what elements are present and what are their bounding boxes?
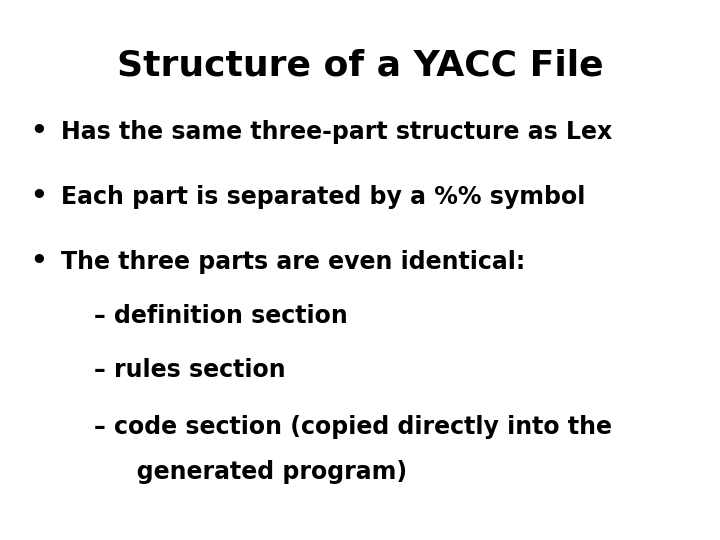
Text: •: • xyxy=(30,184,47,210)
Text: Each part is separated by a %% symbol: Each part is separated by a %% symbol xyxy=(61,185,585,209)
Text: •: • xyxy=(30,249,47,275)
Text: Has the same three-part structure as Lex: Has the same three-part structure as Lex xyxy=(61,120,613,144)
Text: – definition section: – definition section xyxy=(94,304,347,328)
Text: – rules section: – rules section xyxy=(94,358,285,382)
Text: Structure of a YACC File: Structure of a YACC File xyxy=(117,49,603,83)
Text: generated program): generated program) xyxy=(112,461,407,484)
Text: The three parts are even identical:: The three parts are even identical: xyxy=(61,250,526,274)
Text: •: • xyxy=(30,119,47,145)
Text: – code section (copied directly into the: – code section (copied directly into the xyxy=(94,415,611,438)
